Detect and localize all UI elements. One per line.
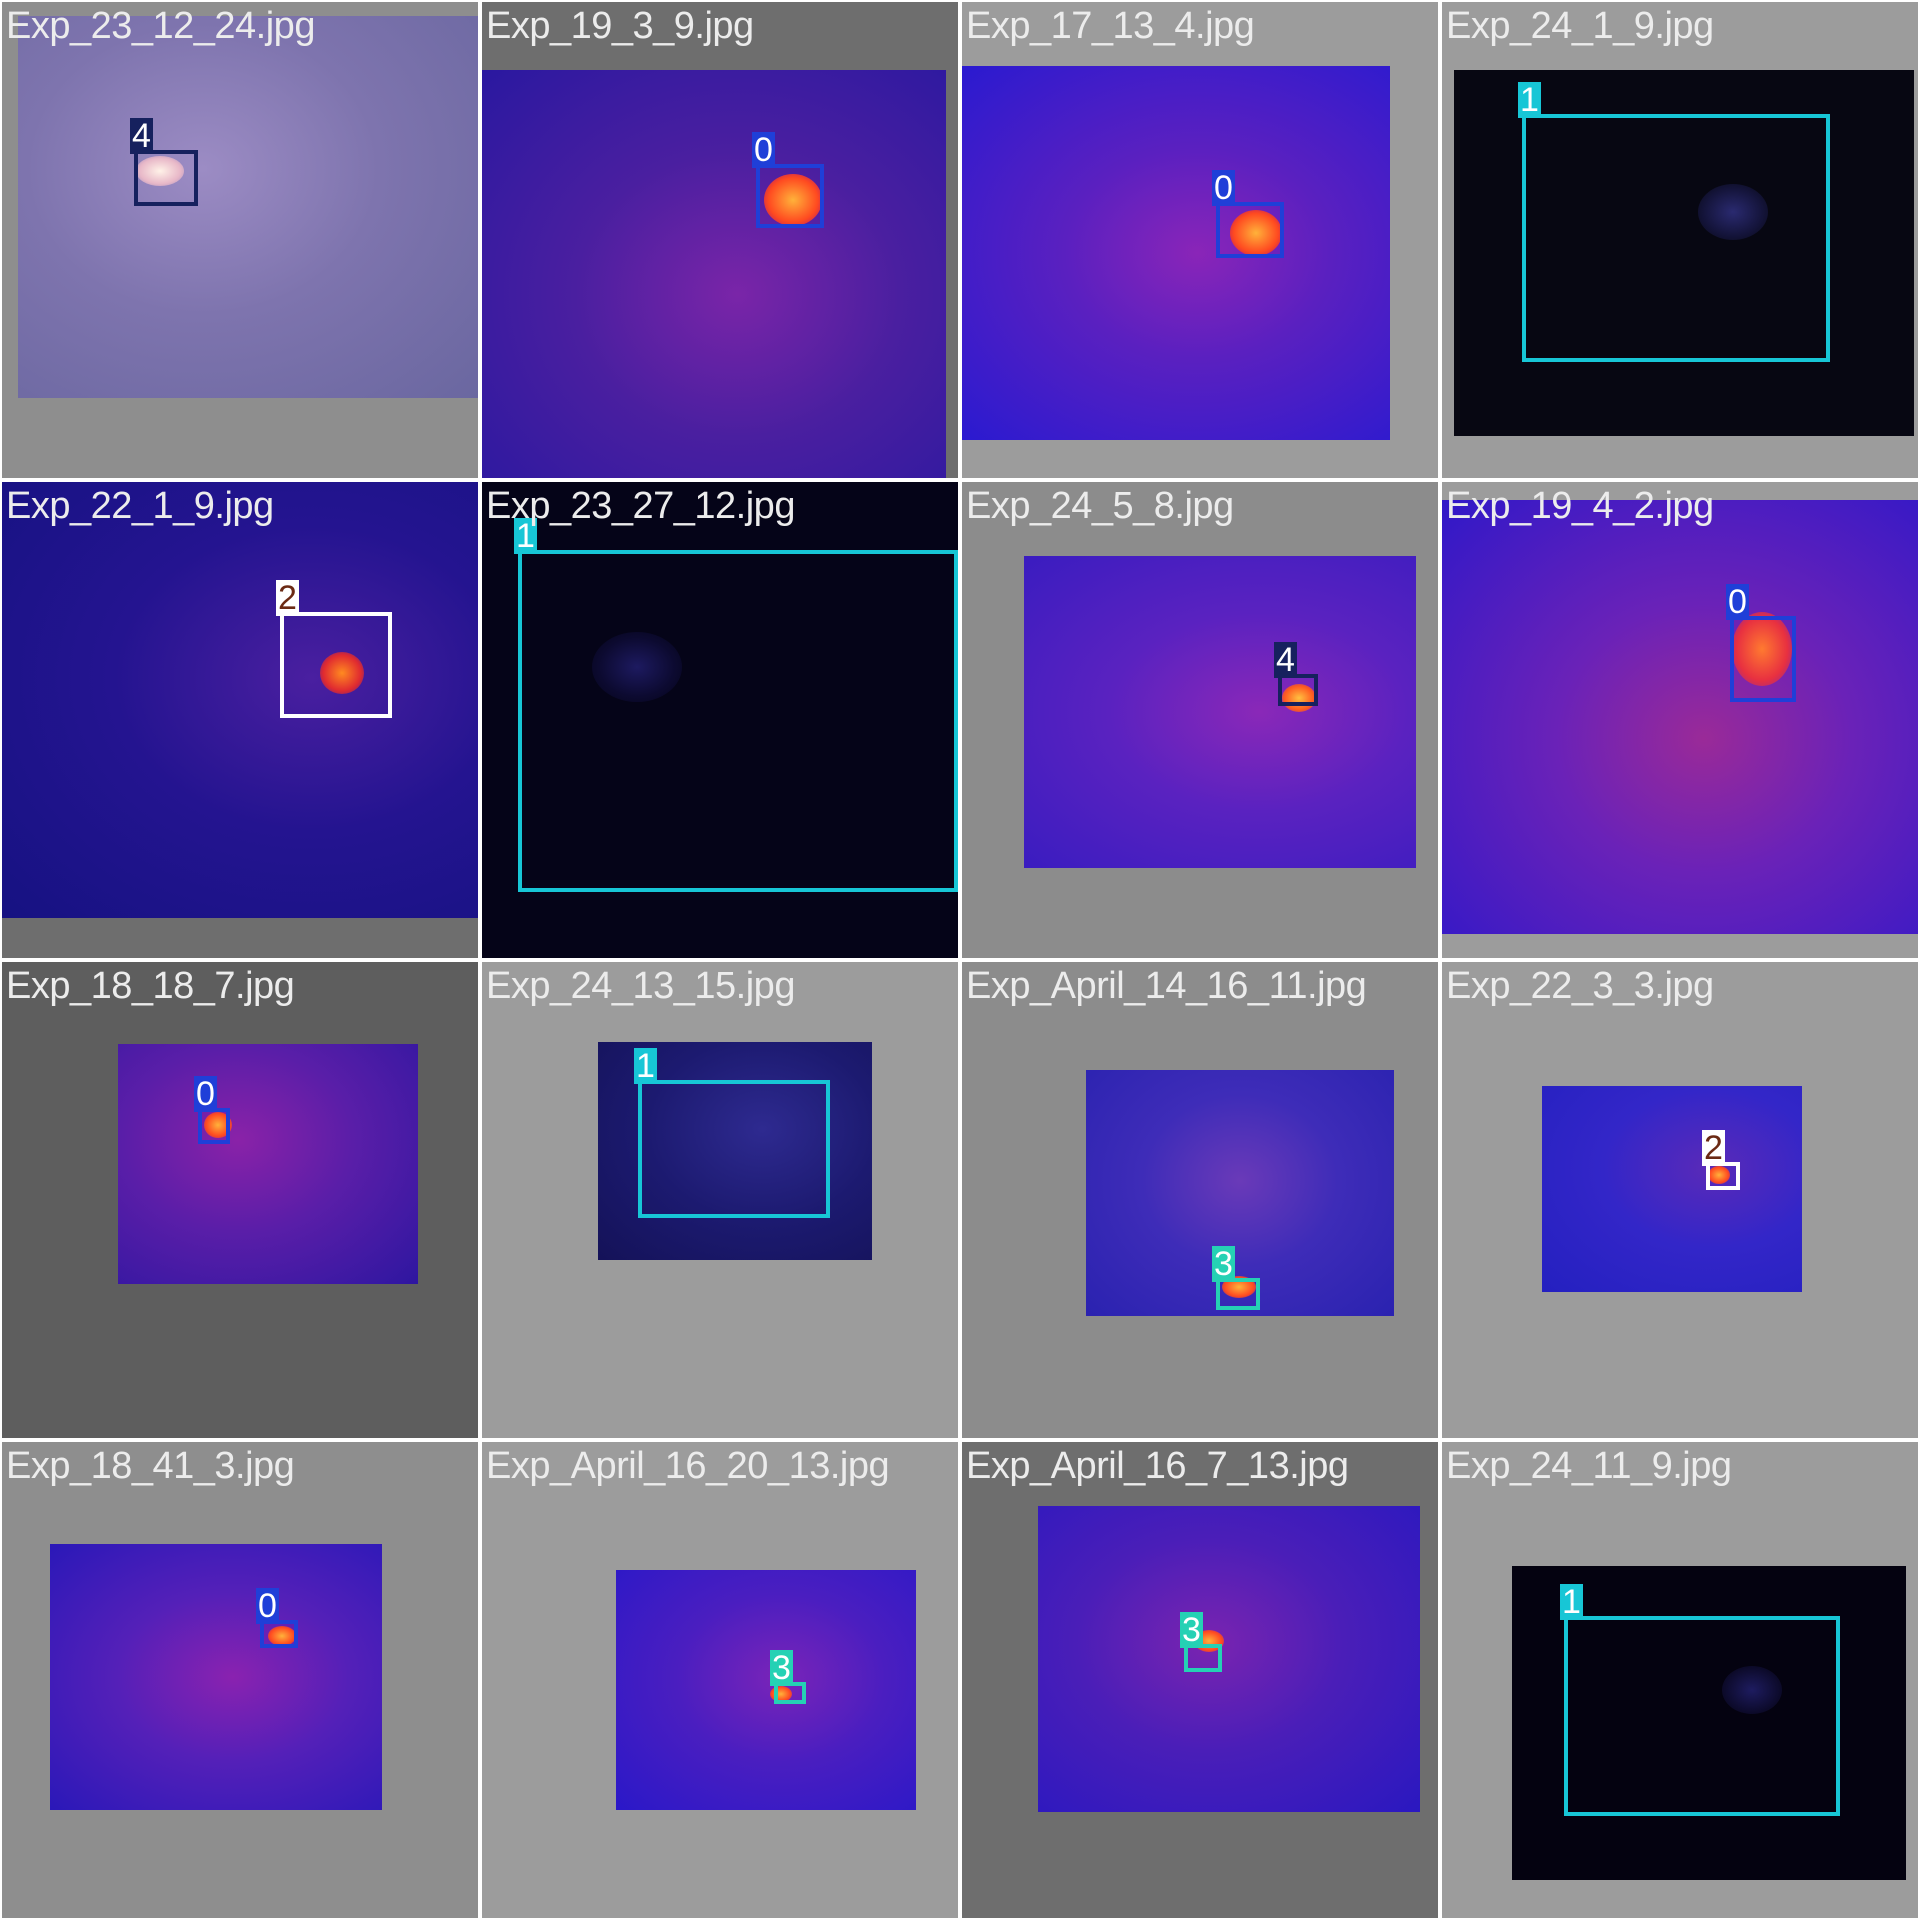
thermal-image <box>118 1044 418 1284</box>
detection-box <box>638 1080 830 1218</box>
thermal-image <box>962 66 1390 440</box>
image-filename: Exp_April_16_20_13.jpg <box>486 1445 890 1487</box>
image-filename: Exp_24_5_8.jpg <box>966 485 1234 527</box>
thermal-image <box>482 70 946 478</box>
thermal-image <box>1086 1070 1394 1316</box>
image-filename: Exp_April_14_16_11.jpg <box>966 965 1367 1007</box>
mosaic-tile: Exp_23_12_24.jpg 4 <box>2 2 478 478</box>
image-filename: Exp_24_1_9.jpg <box>1446 5 1714 47</box>
mosaic-tile: Exp_24_13_15.jpg 1 <box>482 962 958 1438</box>
class-label: 0 <box>1726 583 1749 621</box>
detection-box <box>260 1620 298 1648</box>
detection-box <box>198 1108 230 1144</box>
mosaic-tile: Exp_April_16_7_13.jpg 3 <box>962 1442 1438 1918</box>
image-filename: Exp_22_3_3.jpg <box>1446 965 1714 1007</box>
class-label: 3 <box>1212 1245 1235 1283</box>
thermal-image <box>50 1544 382 1810</box>
class-label: 3 <box>770 1649 793 1687</box>
thermal-image <box>1024 556 1416 868</box>
thermal-image <box>1442 500 1918 934</box>
detection-box <box>134 150 198 206</box>
class-label: 0 <box>1212 169 1235 207</box>
thermal-image <box>1542 1086 1802 1292</box>
image-filename: Exp_April_16_7_13.jpg <box>966 1445 1349 1487</box>
class-label: 1 <box>514 517 537 555</box>
image-filename: Exp_22_1_9.jpg <box>6 485 274 527</box>
mosaic-tile: Exp_18_18_7.jpg 0 <box>2 962 478 1438</box>
class-label: 0 <box>194 1075 217 1113</box>
detection-box <box>756 164 824 228</box>
class-label: 2 <box>1702 1129 1725 1167</box>
detection-box <box>1278 674 1318 706</box>
mosaic-tile: Exp_24_5_8.jpg 4 <box>962 482 1438 958</box>
mosaic-tile: Exp_19_3_9.jpg 0 <box>482 2 958 478</box>
class-label: 1 <box>1560 1583 1583 1621</box>
thermal-image <box>616 1570 916 1810</box>
class-label: 4 <box>130 117 153 155</box>
class-label: 1 <box>634 1047 657 1085</box>
mosaic-tile: Exp_18_41_3.jpg 0 <box>2 1442 478 1918</box>
image-filename: Exp_24_13_15.jpg <box>486 965 795 1007</box>
class-label: 3 <box>1180 1611 1203 1649</box>
class-label: 0 <box>752 131 775 169</box>
image-filename: Exp_18_41_3.jpg <box>6 1445 295 1487</box>
class-label: 1 <box>1518 81 1541 119</box>
image-filename: Exp_23_12_24.jpg <box>6 5 315 47</box>
image-filename: Exp_19_3_9.jpg <box>486 5 754 47</box>
detection-box <box>1184 1644 1222 1672</box>
image-filename: Exp_23_27_12.jpg <box>486 485 795 527</box>
thermal-image <box>2 482 478 918</box>
mosaic-tile: Exp_23_27_12.jpg 1 <box>482 482 958 958</box>
class-label: 0 <box>256 1587 279 1625</box>
class-label: 2 <box>276 579 299 617</box>
thermal-image <box>18 16 478 398</box>
thermal-image <box>1038 1506 1420 1812</box>
mosaic-tile: Exp_19_4_2.jpg 0 <box>1442 482 1918 958</box>
detection-box <box>1522 114 1830 362</box>
class-label: 4 <box>1274 641 1297 679</box>
detection-box <box>1730 616 1796 702</box>
detection-box <box>1564 1616 1840 1816</box>
detection-box <box>1216 1278 1260 1310</box>
detection-box <box>280 612 392 718</box>
mosaic-tile: Exp_April_16_20_13.jpg 3 <box>482 1442 958 1918</box>
detection-box <box>518 550 958 892</box>
image-filename: Exp_17_13_4.jpg <box>966 5 1255 47</box>
mosaic-tile: Exp_22_3_3.jpg 2 <box>1442 962 1918 1438</box>
mosaic-tile: Exp_22_1_9.jpg 2 <box>2 482 478 958</box>
image-filename: Exp_18_18_7.jpg <box>6 965 295 1007</box>
image-filename: Exp_19_4_2.jpg <box>1446 485 1714 527</box>
mosaic-tile: Exp_24_1_9.jpg 1 <box>1442 2 1918 478</box>
mosaic-tile: Exp_24_11_9.jpg 1 <box>1442 1442 1918 1918</box>
thermal-image <box>482 482 958 958</box>
detection-box <box>1216 202 1284 258</box>
thermal-image <box>1454 70 1914 436</box>
image-filename: Exp_24_11_9.jpg <box>1446 1445 1732 1487</box>
mosaic-tile: Exp_17_13_4.jpg 0 <box>962 2 1438 478</box>
mosaic-tile: Exp_April_14_16_11.jpg 3 <box>962 962 1438 1438</box>
